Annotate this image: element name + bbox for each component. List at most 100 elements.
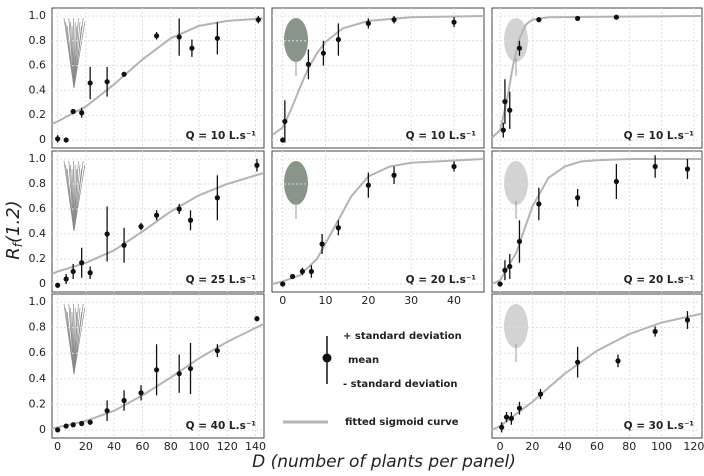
mean-point	[575, 195, 580, 200]
panel-annotation: Q = 30 L.s⁻¹	[624, 420, 695, 432]
plant-icon	[284, 18, 308, 62]
mean-point	[502, 99, 507, 104]
mean-point	[71, 422, 76, 427]
y-tick-label: 0.6	[29, 59, 47, 72]
mean-point	[538, 392, 543, 397]
mean-point	[138, 390, 143, 395]
x-tick-label: 140	[245, 440, 266, 453]
mean-point	[105, 79, 110, 84]
mean-point	[280, 281, 285, 286]
panel: Q = 25 L.s⁻¹	[52, 151, 264, 292]
y-tick-label: 1.0	[29, 295, 47, 308]
mean-point	[256, 17, 261, 22]
x-tick-label: 100	[188, 440, 209, 453]
mean-point	[451, 20, 456, 25]
panel-annotation: Q = 10 L.s⁻¹	[186, 130, 257, 142]
x-tick-label: 0	[279, 294, 286, 307]
mean-point	[290, 274, 295, 279]
y-tick-label: 0.6	[29, 202, 47, 215]
y-tick-label: 0.2	[29, 397, 47, 410]
legend-minus-sd: - standard deviation	[343, 379, 458, 390]
panel-annotation: Q = 10 L.s⁻¹	[406, 130, 477, 142]
mean-point	[509, 416, 514, 421]
mean-point	[451, 164, 456, 169]
mean-point	[653, 329, 658, 334]
mean-point	[614, 179, 619, 184]
y-tick-label: 0.4	[29, 83, 47, 96]
x-tick-label: 0	[497, 440, 504, 453]
mean-point	[615, 358, 620, 363]
mean-point	[391, 173, 396, 178]
legend-fit: fitted sigmoid curve	[345, 417, 459, 428]
y-tick-label: 0	[39, 277, 46, 290]
mean-point	[154, 213, 159, 218]
mean-point	[55, 283, 60, 288]
mean-point	[177, 206, 182, 211]
mean-point	[391, 17, 396, 22]
mean-point	[336, 37, 341, 42]
mean-point	[188, 366, 193, 371]
mean-point	[685, 317, 690, 322]
y-tick-label: 0.4	[29, 372, 47, 385]
x-tick-label: 40	[558, 440, 572, 453]
mean-point	[79, 260, 84, 265]
mean-point	[189, 46, 194, 51]
mean-point	[321, 51, 326, 56]
legend-mean-icon	[323, 354, 332, 363]
y-tick-label: 0.8	[29, 177, 47, 190]
mean-point	[575, 360, 580, 365]
panel-annotation: Q = 25 L.s⁻¹	[186, 274, 257, 286]
mean-point	[282, 119, 287, 124]
x-tick-label: 20	[79, 440, 93, 453]
mean-point	[55, 427, 60, 432]
x-tick-label: 80	[164, 440, 178, 453]
panel-annotation: Q = 20 L.s⁻¹	[406, 274, 477, 286]
mean-point	[504, 415, 509, 420]
x-tick-label: 20	[525, 440, 539, 453]
mean-point	[497, 281, 502, 286]
panel: Q = 10 L.s⁻¹	[52, 8, 264, 148]
y-tick-label: 0.4	[29, 227, 47, 240]
panel-annotation: Q = 10 L.s⁻¹	[624, 130, 695, 142]
mean-point	[653, 164, 658, 169]
mean-point	[154, 367, 159, 372]
mean-point	[71, 269, 76, 274]
x-tick-label: 80	[622, 440, 636, 453]
mean-point	[64, 137, 69, 142]
mean-point	[306, 62, 311, 67]
mean-point	[55, 136, 60, 141]
mean-point	[336, 225, 341, 230]
panel: Q = 20 L.s⁻¹	[492, 151, 702, 292]
mean-point	[88, 270, 93, 275]
mean-point	[105, 408, 110, 413]
panel-annotation: Q = 20 L.s⁻¹	[624, 274, 695, 286]
mean-point	[575, 16, 580, 21]
x-tick-label: 10	[319, 294, 333, 307]
mean-point	[507, 108, 512, 113]
panel: Q = 10 L.s⁻¹	[492, 8, 702, 148]
mean-point	[501, 128, 506, 133]
plant-icon	[504, 304, 528, 348]
mean-point	[215, 195, 220, 200]
mean-point	[215, 348, 220, 353]
mean-point	[536, 201, 541, 206]
y-tick-label: 0.8	[29, 34, 47, 47]
x-tick-label: 100	[651, 440, 672, 453]
x-axis-label: D (number of plants per panel)	[252, 452, 516, 472]
mean-point	[177, 371, 182, 376]
x-tick-label: 120	[217, 440, 238, 453]
panel-annotation: Q = 40 L.s⁻¹	[186, 420, 257, 432]
mean-point	[254, 163, 259, 168]
x-tick-label: 30	[404, 294, 418, 307]
mean-point	[685, 166, 690, 171]
y-tick-label: 1.0	[29, 152, 47, 165]
mean-point	[300, 269, 305, 274]
x-tick-label: 60	[590, 440, 604, 453]
mean-point	[614, 15, 619, 20]
mean-point	[88, 420, 93, 425]
x-tick-label: 120	[683, 440, 704, 453]
y-tick-label: 0.8	[29, 321, 47, 334]
y-tick-label: 0	[39, 423, 46, 436]
mean-point	[366, 21, 371, 26]
